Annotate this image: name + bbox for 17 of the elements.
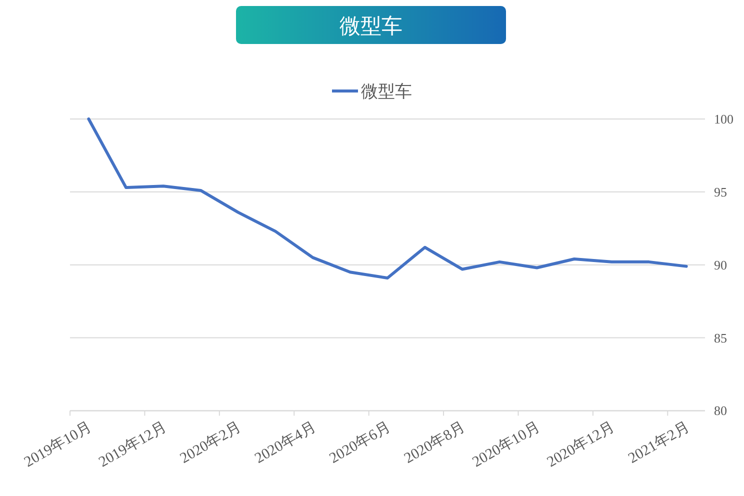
x-tick-label: 2019年12月 <box>96 419 170 471</box>
title: 微型车 <box>340 15 402 38</box>
x-tick-label: 2020年6月 <box>327 419 394 467</box>
x-tick-label: 2020年4月 <box>252 419 319 467</box>
x-tick-label: 2020年8月 <box>402 419 468 467</box>
x-tick-label: 2020年12月 <box>544 419 618 471</box>
legend-item: 微型车 <box>332 82 412 101</box>
legend-label: 微型车 <box>361 82 412 101</box>
y-tick-label: 80 <box>714 403 727 418</box>
x-tick-label: 2020年10月 <box>470 419 543 471</box>
y-tick-label: 100 <box>714 112 734 126</box>
y-tick-label: 85 <box>714 330 727 346</box>
y-tick-label: 90 <box>714 257 727 272</box>
x-tick-label: 2019年10月 <box>22 419 95 471</box>
x-tick-label: 2020年2月 <box>178 419 244 467</box>
y-tick-label: 95 <box>714 184 727 200</box>
x-tick-label: 2021年2月 <box>626 419 692 467</box>
